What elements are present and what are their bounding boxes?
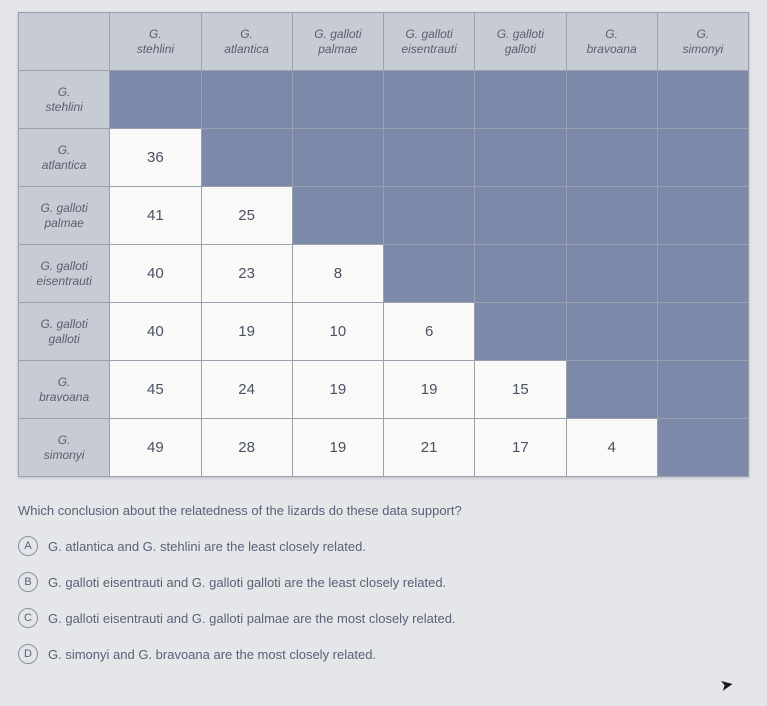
row-head: G. gallotigalloti (19, 303, 110, 361)
value-cell: 4 (566, 419, 657, 477)
choice-text: G. simonyi and G. bravoana are the most … (48, 647, 376, 662)
value-cell: 49 (110, 419, 201, 477)
shaded-cell (657, 187, 748, 245)
value-cell: 28 (201, 419, 292, 477)
col-head: G. gallotieisentrauti (384, 13, 475, 71)
shaded-cell (475, 71, 566, 129)
distance-matrix-table: G.stehlini G.atlantica G. gallotipalmae … (18, 12, 749, 477)
shaded-cell (384, 71, 475, 129)
value-cell: 19 (201, 303, 292, 361)
value-cell: 23 (201, 245, 292, 303)
shaded-cell (657, 303, 748, 361)
answer-choice[interactable]: D G. simonyi and G. bravoana are the most… (18, 644, 749, 664)
shaded-cell (110, 71, 201, 129)
shaded-cell (384, 245, 475, 303)
shaded-cell (566, 303, 657, 361)
table-row: G.atlantica36 (19, 129, 749, 187)
table-row: G. gallotieisentrauti40238 (19, 245, 749, 303)
table-row: G. gallotigalloti4019106 (19, 303, 749, 361)
value-cell: 19 (384, 361, 475, 419)
shaded-cell (292, 129, 383, 187)
cursor-icon: ➤ (718, 674, 735, 696)
value-cell: 41 (110, 187, 201, 245)
value-cell: 8 (292, 245, 383, 303)
choice-text: G. galloti eisentrauti and G. galloti pa… (48, 611, 456, 626)
col-head: G. gallotigalloti (475, 13, 566, 71)
table-row: G.bravoana4524191915 (19, 361, 749, 419)
value-cell: 19 (292, 361, 383, 419)
shaded-cell (657, 419, 748, 477)
answer-choices: A G. atlantica and G. stehlini are the le… (18, 536, 749, 664)
shaded-cell (657, 245, 748, 303)
header-row: G.stehlini G.atlantica G. gallotipalmae … (19, 13, 749, 71)
row-head: G. gallotipalmae (19, 187, 110, 245)
question-text: Which conclusion about the relatedness o… (18, 503, 749, 518)
value-cell: 45 (110, 361, 201, 419)
shaded-cell (566, 129, 657, 187)
corner-cell (19, 13, 110, 71)
col-head: G.atlantica (201, 13, 292, 71)
table-row: G.simonyi49281921174 (19, 419, 749, 477)
value-cell: 15 (475, 361, 566, 419)
shaded-cell (292, 187, 383, 245)
shaded-cell (657, 129, 748, 187)
col-head: G.stehlini (110, 13, 201, 71)
answer-choice[interactable]: B G. galloti eisentrauti and G. galloti g… (18, 572, 749, 592)
shaded-cell (566, 187, 657, 245)
value-cell: 6 (384, 303, 475, 361)
shaded-cell (475, 187, 566, 245)
value-cell: 25 (201, 187, 292, 245)
value-cell: 24 (201, 361, 292, 419)
choice-letter: A (18, 536, 38, 556)
answer-choice[interactable]: A G. atlantica and G. stehlini are the le… (18, 536, 749, 556)
choice-text: G. atlantica and G. stehlini are the lea… (48, 539, 366, 554)
shaded-cell (566, 71, 657, 129)
shaded-cell (566, 361, 657, 419)
shaded-cell (657, 361, 748, 419)
col-head: G.bravoana (566, 13, 657, 71)
value-cell: 19 (292, 419, 383, 477)
choice-letter: B (18, 572, 38, 592)
value-cell: 17 (475, 419, 566, 477)
shaded-cell (201, 71, 292, 129)
shaded-cell (475, 303, 566, 361)
shaded-cell (566, 245, 657, 303)
choice-text: G. galloti eisentrauti and G. galloti ga… (48, 575, 446, 590)
table-body: G.stehliniG.atlantica36G. gallotipalmae4… (19, 71, 749, 477)
choice-letter: C (18, 608, 38, 628)
row-head: G.stehlini (19, 71, 110, 129)
shaded-cell (384, 129, 475, 187)
shaded-cell (475, 129, 566, 187)
value-cell: 21 (384, 419, 475, 477)
row-head: G.simonyi (19, 419, 110, 477)
value-cell: 36 (110, 129, 201, 187)
row-head: G.atlantica (19, 129, 110, 187)
choice-letter: D (18, 644, 38, 664)
value-cell: 10 (292, 303, 383, 361)
table-row: G.stehlini (19, 71, 749, 129)
col-head: G. gallotipalmae (292, 13, 383, 71)
col-head: G.simonyi (657, 13, 748, 71)
shaded-cell (475, 245, 566, 303)
shaded-cell (384, 187, 475, 245)
value-cell: 40 (110, 245, 201, 303)
value-cell: 40 (110, 303, 201, 361)
shaded-cell (292, 71, 383, 129)
row-head: G.bravoana (19, 361, 110, 419)
row-head: G. gallotieisentrauti (19, 245, 110, 303)
answer-choice[interactable]: C G. galloti eisentrauti and G. galloti p… (18, 608, 749, 628)
table-row: G. gallotipalmae4125 (19, 187, 749, 245)
shaded-cell (657, 71, 748, 129)
shaded-cell (201, 129, 292, 187)
